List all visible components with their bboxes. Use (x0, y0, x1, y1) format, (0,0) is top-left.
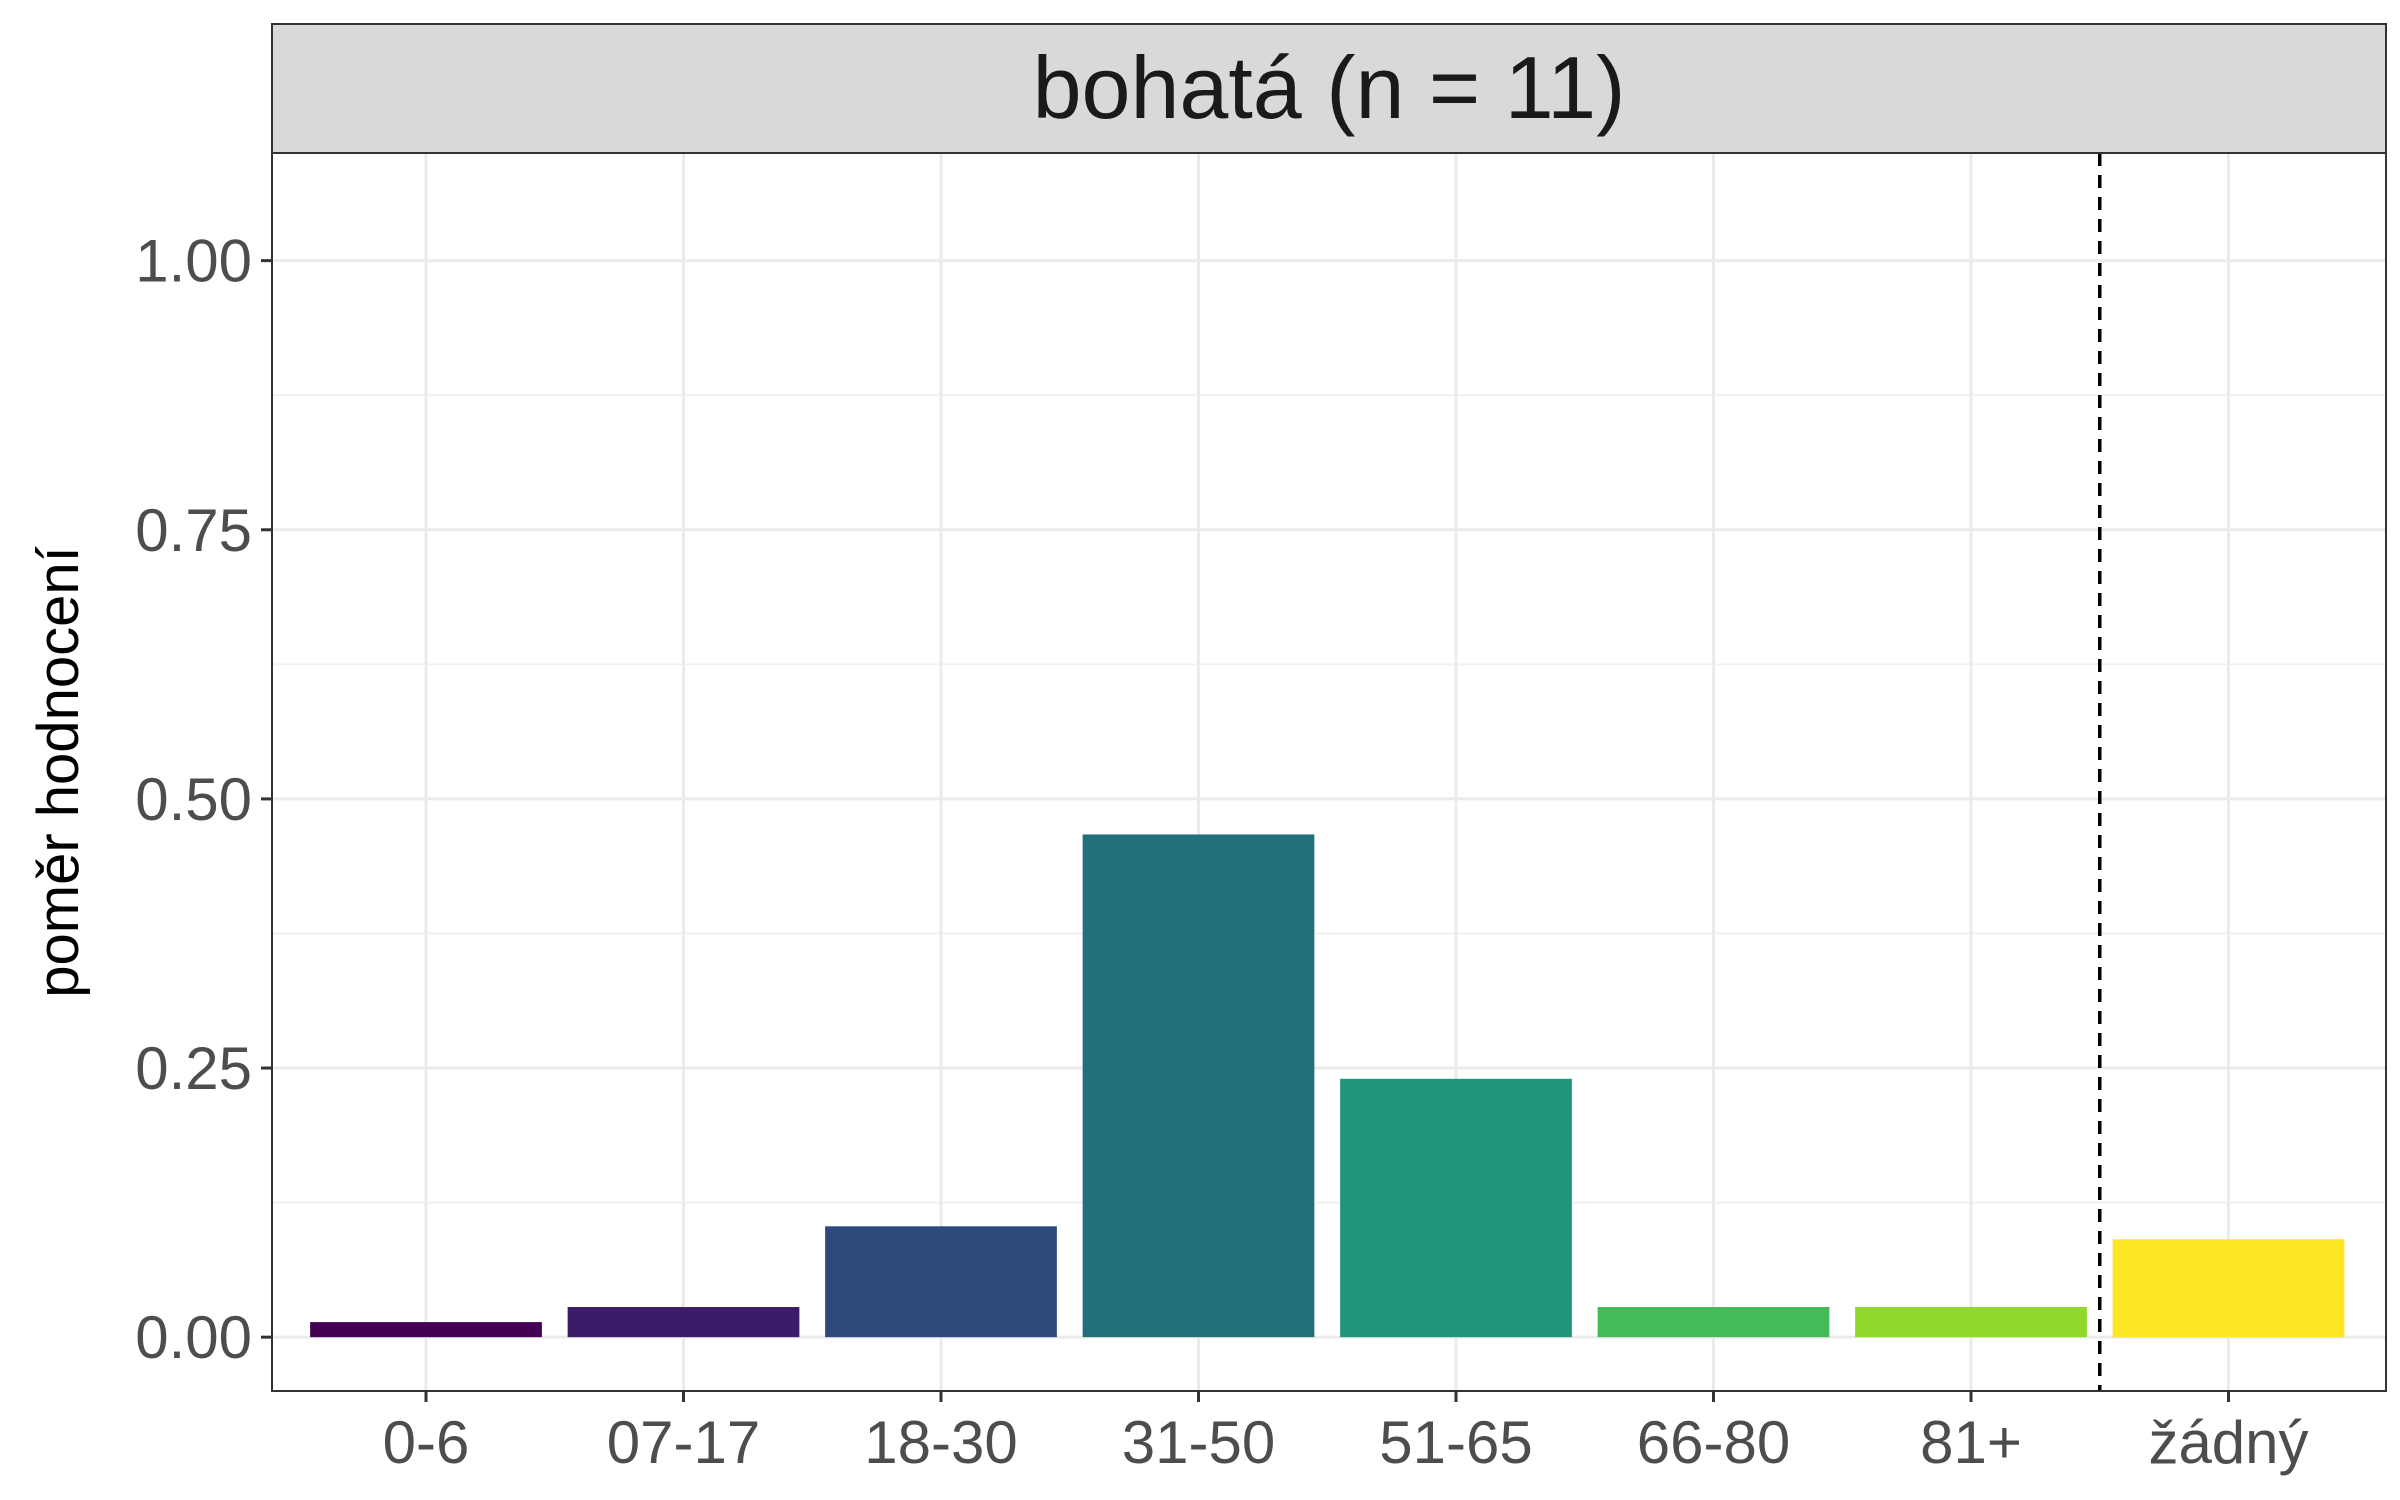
bar-51-65 (1340, 1078, 1572, 1338)
strip-background (271, 23, 2387, 154)
y-tick-label: 0.50 (135, 766, 252, 833)
bar-18-30 (825, 1226, 1057, 1338)
x-tick-label: 81+ (1920, 1409, 2022, 1476)
x-tick-label: 18-30 (864, 1409, 1017, 1476)
y-axis-title: poměr hodnocení (26, 546, 91, 997)
y-tick-label: 0.25 (135, 1035, 252, 1102)
bar-žádný (2112, 1239, 2345, 1338)
bar-66-80 (1597, 1307, 1830, 1338)
x-tick-label: 31-50 (1122, 1409, 1275, 1476)
panel-border (271, 152, 2387, 1392)
y-tick-label: 1.00 (135, 228, 252, 295)
bar-07-17 (567, 1307, 800, 1338)
x-tick-label: žádný (2148, 1409, 2308, 1476)
bar-31-50 (1082, 834, 1315, 1338)
x-tick-label: 51-65 (1379, 1409, 1532, 1476)
y-tick-label: 0.00 (135, 1304, 252, 1371)
x-tick-label: 07-17 (607, 1409, 760, 1476)
y-tick-label: 0.75 (135, 497, 252, 564)
bar-81+ (1855, 1307, 2087, 1338)
bars (310, 834, 2345, 1338)
x-axis: 0-6 07-17 18-30 31-50 51-65 66-80 81+ žádný (383, 1391, 2309, 1476)
x-tick-label: 0-6 (383, 1409, 470, 1476)
panel-title: bohatá (n = 11) (1033, 38, 1626, 137)
y-axis: 0.00 0.25 0.50 0.75 1.00 (135, 228, 272, 1371)
bar-0-6 (310, 1322, 542, 1338)
x-tick-label: 66-80 (1637, 1409, 1790, 1476)
grid-lines (272, 153, 2386, 1391)
